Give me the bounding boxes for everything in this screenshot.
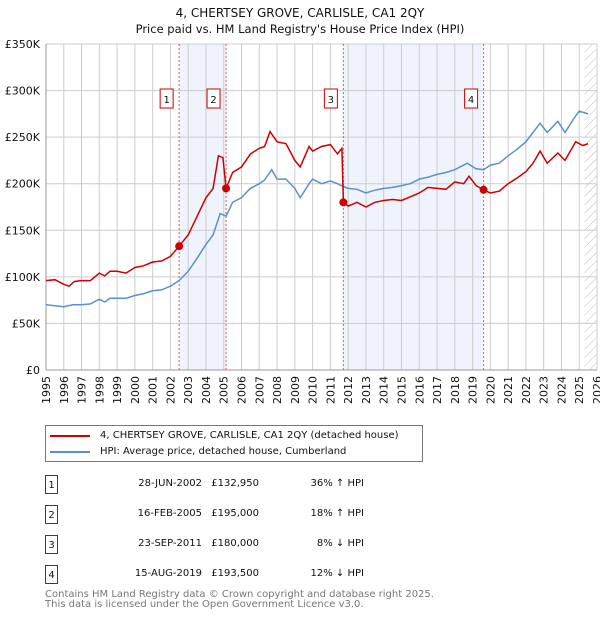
sale-number-badge: 4: [45, 565, 58, 584]
sale-date: 28-JUN-2002: [138, 478, 202, 489]
x-tick-label: 2004: [200, 376, 213, 404]
sale-date: 16-FEB-2005: [137, 508, 202, 519]
y-tick-label: £0: [26, 364, 40, 377]
sale-price: £132,950: [211, 478, 259, 489]
x-tick-label: 1996: [58, 376, 71, 404]
x-tick-label: 2008: [271, 376, 284, 404]
sale-number-badge: 2: [45, 505, 58, 524]
sale-label-box: [464, 88, 479, 109]
y-tick-label: £50K: [12, 317, 41, 330]
sale-point: [479, 185, 488, 194]
sale-label: 4: [468, 95, 474, 106]
sale-label: 1: [163, 95, 169, 106]
sale-hpi-diff: 18% ↑ HPI: [310, 508, 364, 519]
x-tick-label: 2007: [253, 376, 266, 404]
footer-attribution: Contains HM Land Registry data © Crown c…: [45, 590, 434, 610]
chart-legend: 4, CHERTSEY GROVE, CARLISLE, CA1 2QY (de…: [45, 425, 423, 462]
table-row: 2 16-FEB-2005 £195,000 18% ↑ HPI: [45, 505, 445, 525]
x-tick-label: 2001: [147, 376, 160, 404]
y-tick-label: £350K: [5, 38, 41, 51]
x-tick-label: 2011: [324, 376, 337, 404]
forecast-hatch: [584, 44, 597, 370]
legend-swatch-property: [50, 434, 90, 437]
x-tick-label: 2005: [218, 376, 231, 404]
x-tick-label: 1999: [111, 376, 124, 404]
legend-label-property: 4, CHERTSEY GROVE, CARLISLE, CA1 2QY (de…: [100, 430, 399, 441]
sale-date: 23-SEP-2011: [138, 538, 202, 549]
sale-number-badge: 1: [45, 475, 58, 494]
x-tick-label: 1995: [40, 376, 53, 404]
x-tick-label: 2019: [467, 376, 480, 404]
x-tick-label: 2012: [342, 376, 355, 404]
y-tick-label: £200K: [5, 178, 41, 191]
x-tick-label: 2026: [591, 376, 600, 404]
y-tick-label: £300K: [5, 85, 41, 98]
legend-item-property: 4, CHERTSEY GROVE, CARLISLE, CA1 2QY (de…: [50, 430, 399, 441]
sale-price: £193,500: [211, 568, 259, 579]
sale-label-box: [206, 88, 221, 109]
property-series-line: [45, 129, 589, 288]
sale-hpi-diff: 12% ↓ HPI: [310, 568, 364, 579]
sale-point: [222, 184, 231, 193]
footer-licence: This data is licensed under the Open Gov…: [45, 599, 364, 610]
hpi-series-line: [45, 110, 589, 308]
sale-label: 3: [328, 95, 334, 106]
x-tick-label: 2021: [502, 376, 515, 404]
sale-hpi-diff: 36% ↑ HPI: [310, 478, 364, 489]
chart-title: 4, CHERTSEY GROVE, CARLISLE, CA1 2QY: [176, 6, 425, 20]
x-tick-label: 2020: [484, 376, 497, 404]
x-tick-label: 2023: [538, 376, 551, 404]
y-tick-label: £150K: [5, 224, 41, 237]
x-tick-label: 2003: [182, 376, 195, 404]
table-row: 3 23-SEP-2011 £180,000 8% ↓ HPI: [45, 535, 445, 555]
x-tick-label: 2002: [164, 376, 177, 404]
sale-point: [175, 242, 184, 251]
legend-item-hpi: HPI: Average price, detached house, Cumb…: [50, 446, 346, 457]
x-tick-label: 2018: [449, 376, 462, 404]
sale-number-badge: 3: [45, 535, 58, 554]
legend-swatch-hpi: [50, 450, 90, 453]
table-row: 1 28-JUN-2002 £132,950 36% ↑ HPI: [45, 475, 445, 495]
sale-point: [339, 198, 348, 207]
price-chart: 4, CHERTSEY GROVE, CARLISLE, CA1 2QY Pric…: [5, 6, 600, 404]
x-tick-label: 2000: [129, 376, 142, 404]
x-tick-label: 2015: [395, 376, 408, 404]
sale-label-box: [323, 88, 338, 109]
table-row: 4 15-AUG-2019 £193,500 12% ↓ HPI: [45, 565, 445, 585]
x-tick-label: 2016: [413, 376, 426, 404]
x-tick-label: 2025: [573, 376, 586, 404]
x-tick-label: 2024: [555, 376, 568, 404]
x-tick-label: 2014: [378, 376, 391, 404]
x-tick-label: 1998: [93, 376, 106, 404]
x-tick-label: 2009: [289, 376, 302, 404]
x-tick-label: 2006: [236, 376, 249, 404]
sale-hpi-diff: 8% ↓ HPI: [316, 538, 364, 549]
sale-date: 15-AUG-2019: [134, 568, 202, 579]
sale-price: £195,000: [211, 508, 259, 519]
y-tick-label: £250K: [5, 131, 41, 144]
footer-copyright: Contains HM Land Registry data © Crown c…: [45, 589, 434, 600]
sale-price: £180,000: [211, 538, 259, 549]
x-tick-label: 2017: [431, 376, 444, 404]
legend-label-hpi: HPI: Average price, detached house, Cumb…: [100, 446, 347, 457]
sale-label-box: [159, 88, 174, 109]
x-tick-label: 2010: [307, 376, 320, 404]
sale-label: 2: [210, 95, 216, 106]
x-tick-label: 2022: [520, 376, 533, 404]
chart-subtitle: Price paid vs. HM Land Registry's House …: [136, 22, 465, 36]
x-tick-label: 2013: [360, 376, 373, 404]
x-tick-label: 1997: [76, 376, 89, 404]
y-tick-label: £100K: [5, 271, 41, 284]
